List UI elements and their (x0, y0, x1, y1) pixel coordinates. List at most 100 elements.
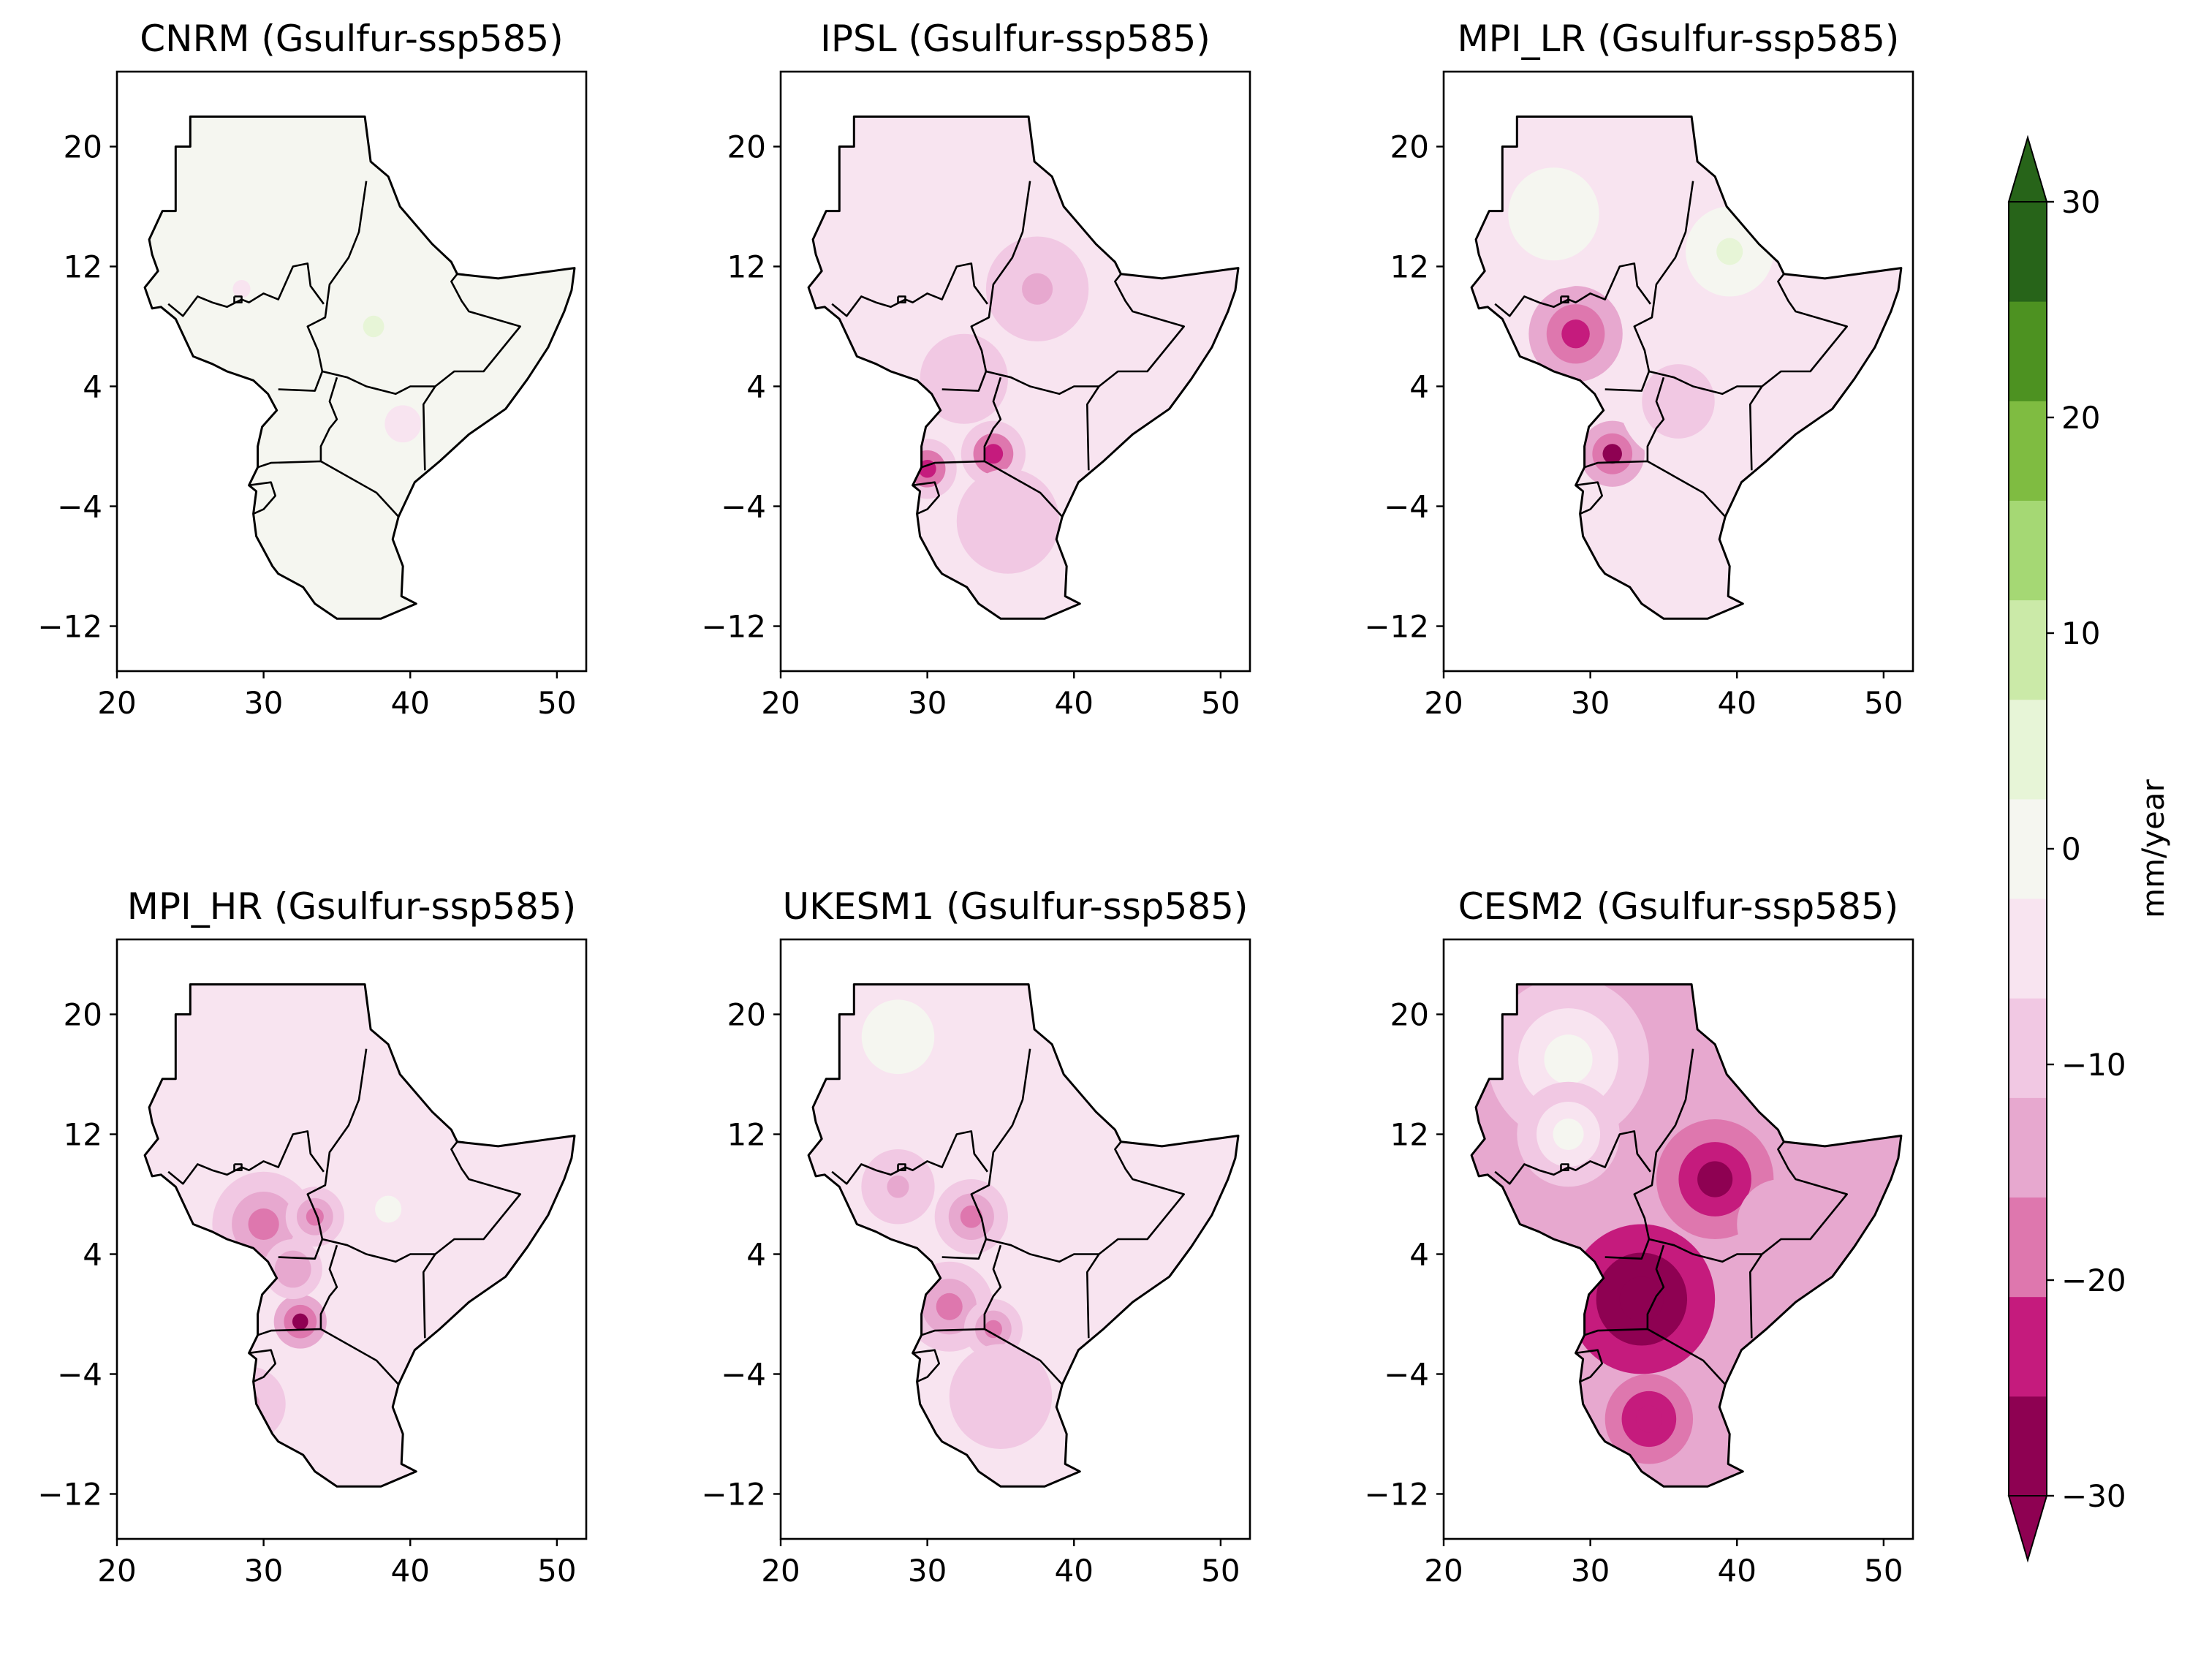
country-border (257, 460, 400, 518)
x-tick-label: 30 (1571, 1553, 1610, 1589)
axes-frame (779, 938, 1251, 1540)
anomaly-contour (1544, 1034, 1593, 1084)
coastline (143, 116, 576, 620)
anomaly-contour (1660, 383, 1697, 420)
country-border (941, 1238, 988, 1260)
panel-title: UKESM1 (Gsulfur-ssp585) (783, 885, 1249, 928)
country-border (278, 1238, 324, 1260)
country-border (983, 377, 1002, 461)
country-border (306, 1048, 521, 1263)
x-tick-label: 50 (1201, 685, 1240, 721)
anomaly-contour (983, 444, 1004, 464)
y-tick-label: 12 (727, 1117, 766, 1153)
anomaly-contour (960, 1205, 982, 1228)
country-border (1575, 1349, 1603, 1382)
anomaly-contour (1716, 238, 1743, 265)
coastline (143, 983, 576, 1488)
country-border (897, 1163, 906, 1171)
y-tick-label: 12 (727, 249, 766, 285)
map-panel: CESM2 (Gsulfur-ssp585) 20 30 40 50 20 12 4 −4 −12 (1364, 885, 1914, 1589)
anomaly-contour (1561, 319, 1590, 349)
country-border (1604, 371, 1651, 392)
x-tick-label: 40 (391, 1553, 430, 1589)
country-border (249, 481, 276, 515)
y-tick-label: −12 (701, 1477, 766, 1513)
x-tick-label: 20 (1424, 685, 1463, 721)
anomaly-contour (1602, 444, 1622, 464)
country-border (319, 377, 338, 461)
anomaly-field (808, 116, 1238, 619)
map-panels: CNRM (Gsulfur-ssp585)20 30 40 5020124−4−12I… (37, 18, 1914, 1589)
x-tick-label: 40 (1055, 1553, 1094, 1589)
y-tick-label: −4 (721, 1357, 766, 1393)
country-border (912, 1349, 940, 1382)
y-tick-label: 4 (746, 369, 766, 405)
country-border (1749, 385, 1763, 471)
anomaly-field (145, 984, 575, 1487)
country-border (921, 460, 1064, 518)
colorbar-tick-label: 30 (2061, 184, 2100, 220)
country-border (831, 262, 988, 317)
colorbar-segment (2009, 301, 2047, 401)
axes-frame (115, 70, 588, 673)
colorbar-segment (2009, 998, 2047, 1098)
colorbar-segment (2009, 699, 2047, 800)
y-tick-label: −4 (1384, 1357, 1429, 1393)
map-panel: IPSL (Gsulfur-ssp585) 20 30 40 50 20 12 4 −4 −12 (701, 18, 1251, 721)
x-tick-label: 30 (244, 685, 283, 721)
field-background (145, 116, 575, 619)
country-border (1494, 1130, 1651, 1185)
country-border (1086, 385, 1100, 471)
panel-title: MPI_HR (Gsulfur-ssp585) (127, 885, 577, 928)
country-border (249, 1349, 276, 1382)
country-border (233, 295, 243, 303)
anomaly-contour (1697, 1161, 1733, 1197)
anomaly-contour (212, 1366, 286, 1442)
coastline (1470, 983, 1903, 1488)
x-tick-label: 20 (761, 1553, 800, 1589)
anomaly-contour (887, 1175, 909, 1198)
colorbar-segment (2009, 898, 2047, 999)
anomaly-contour (880, 1018, 916, 1055)
country-border (1646, 1244, 1665, 1329)
country-border (167, 1130, 325, 1185)
anomaly-contour (394, 415, 412, 434)
y-tick-label: −12 (37, 609, 102, 645)
y-tick-label: −12 (1364, 1477, 1429, 1513)
anomaly-contour (1022, 273, 1053, 305)
colorbar: 30 20 10 0 −10 −20 −30 mm/year (2007, 135, 2171, 1563)
country-border (1560, 295, 1569, 303)
y-tick-label: −12 (1364, 609, 1429, 645)
y-tick-label: −4 (57, 489, 102, 525)
axes-frame (1442, 938, 1914, 1540)
country-border (319, 1244, 338, 1329)
colorbar-tick-label: −20 (2061, 1263, 2126, 1298)
y-tick-label: −12 (37, 1477, 102, 1513)
country-border (1584, 1328, 1727, 1385)
x-tick-label: 40 (391, 685, 430, 721)
x-tick-label: 30 (908, 1553, 947, 1589)
anomaly-contour (1619, 1276, 1664, 1322)
country-border (1575, 481, 1603, 515)
y-tick-label: −4 (1384, 489, 1429, 525)
country-border (233, 1163, 243, 1171)
y-tick-label: −4 (57, 1357, 102, 1393)
anomaly-contour (984, 1320, 1002, 1339)
anomaly-contour (1635, 1405, 1662, 1433)
anomaly-contour (950, 365, 977, 393)
colorbar-tick-label: −10 (2061, 1047, 2126, 1083)
x-tick-label: 50 (537, 1553, 576, 1589)
x-tick-label: 20 (97, 1553, 136, 1589)
y-tick-label: 20 (727, 997, 766, 1033)
map-panel: UKESM1 (Gsulfur-ssp585) 20 30 40 50 20 12 4 −4 −1… (701, 885, 1251, 1589)
y-tick-label: 4 (83, 1237, 102, 1273)
field-background (808, 116, 1238, 619)
y-tick-label: 12 (1390, 1117, 1429, 1153)
colorbar-tick-label: 10 (2061, 616, 2100, 651)
country-border (167, 262, 325, 317)
panel-title: MPI_LR (Gsulfur-ssp585) (1458, 18, 1900, 60)
colorbar-segment (2009, 1296, 2047, 1397)
country-border (423, 385, 436, 471)
x-tick-label: 50 (537, 685, 576, 721)
